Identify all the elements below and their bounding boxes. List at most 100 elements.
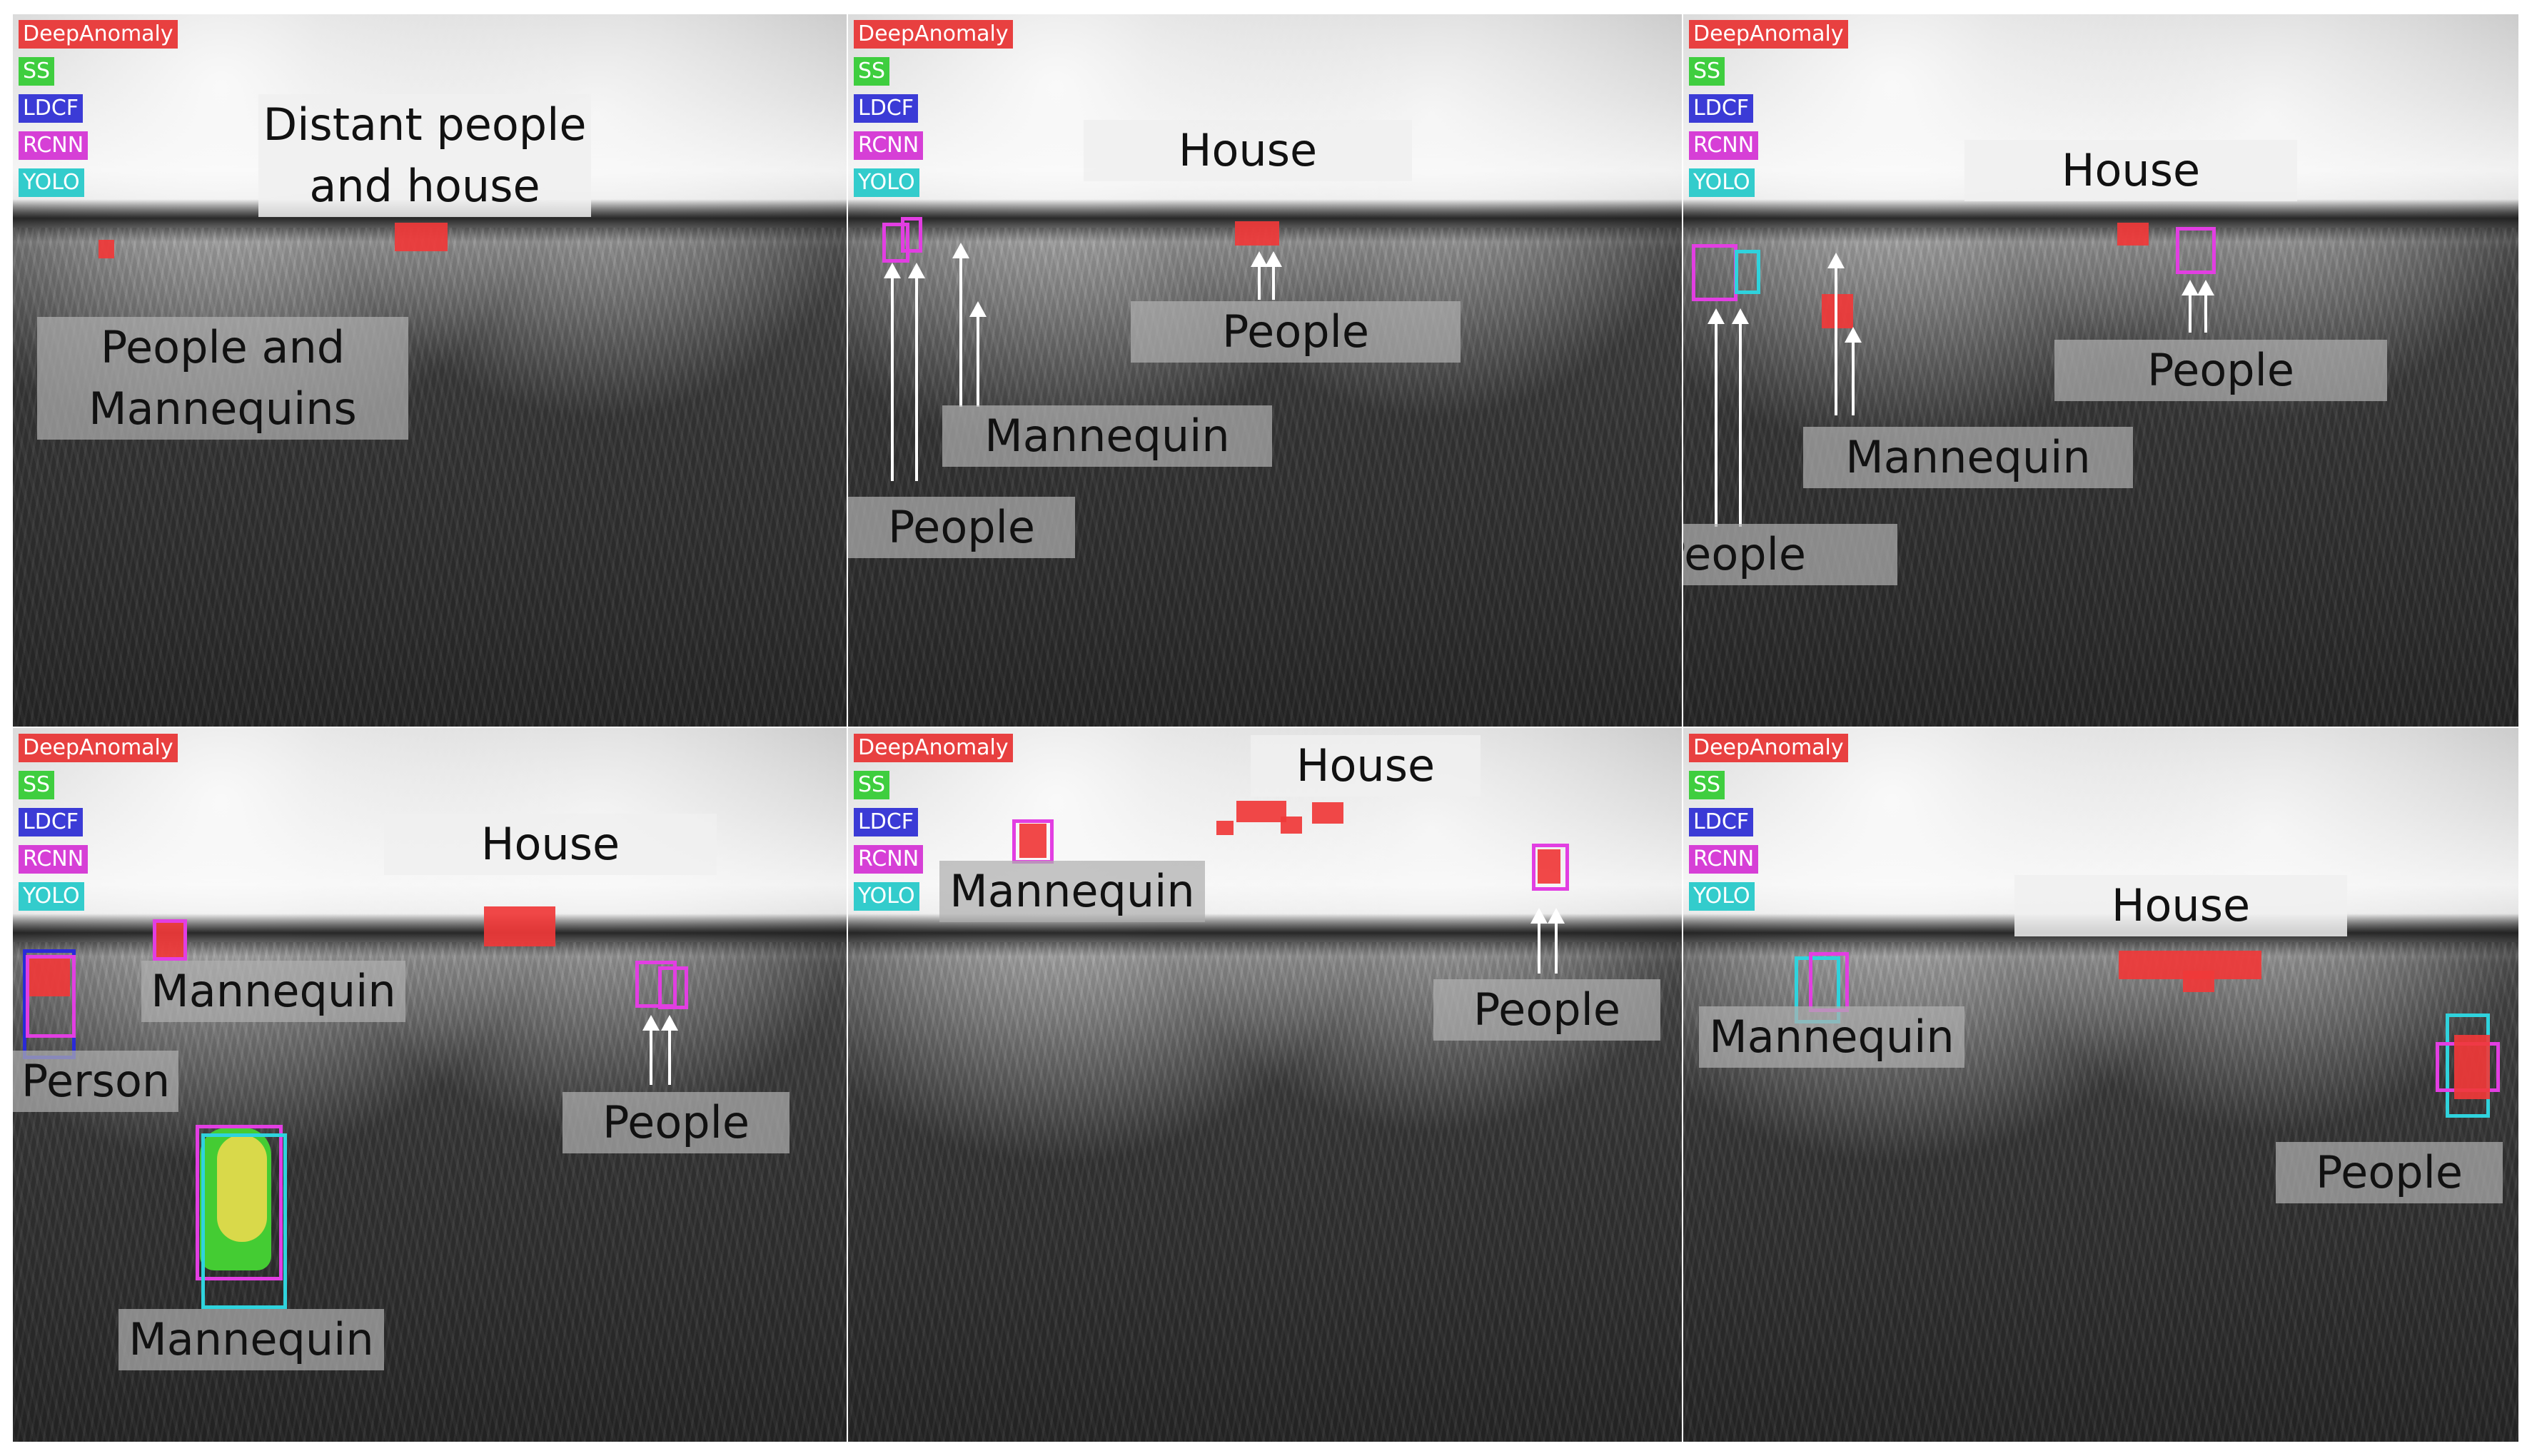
legend-rcnn: RCNN (854, 845, 924, 874)
detection-house (1236, 801, 1286, 822)
detection-house (1312, 802, 1343, 824)
legend-ldcf: LDCF (1689, 808, 1754, 836)
label-mannequin-top: Mannequin (141, 961, 405, 1022)
detection-house (395, 223, 448, 251)
detection-mannequin-segment (217, 1135, 267, 1242)
arrow (1530, 908, 1548, 974)
detection-people (882, 223, 909, 263)
label-people: People (2276, 1142, 2503, 1203)
figure-grid: DeepAnomaly SS LDCF RCNN YOLO Distant pe… (13, 14, 2518, 1442)
label-people: People (1683, 524, 1897, 585)
panel-2: DeepAnomaly SS LDCF RCNN YOLO House Peop… (848, 14, 1682, 727)
legend-yolo: YOLO (19, 168, 84, 197)
detection-mannequin (201, 1133, 287, 1309)
panel-5: DeepAnomaly SS LDCF RCNN YOLO House Mann… (848, 728, 1682, 1442)
legend-ss: SS (19, 57, 55, 86)
legend-yolo: YOLO (854, 168, 919, 197)
detection-people (1735, 250, 1760, 294)
arrow (884, 263, 901, 481)
label-house: House (2014, 875, 2347, 936)
label-mannequin: Mannequin (1803, 427, 2133, 488)
detection-mannequin (156, 922, 184, 959)
arrow (2197, 280, 2214, 333)
arrow (1845, 327, 1862, 415)
label-mannequin-bottom: Mannequin (118, 1309, 384, 1370)
legend-rcnn: RCNN (1689, 845, 1759, 874)
label-house: House (1084, 120, 1412, 181)
legend-deepanomaly: DeepAnomaly (19, 20, 178, 49)
legend-deepanomaly: DeepAnomaly (854, 20, 1013, 49)
detection-mannequin (1019, 824, 1046, 858)
detection-person (27, 956, 70, 996)
label-people: People (563, 1092, 790, 1153)
legend-ldcf: LDCF (19, 808, 84, 836)
panel-6: DeepAnomaly SS LDCF RCNN YOLO House Mann… (1683, 728, 2518, 1442)
legend: DeepAnomaly SS LDCF RCNN YOLO (1689, 734, 1848, 919)
label-people-house: People (1131, 301, 1461, 363)
label-people: People (848, 497, 1075, 558)
legend-ss: SS (854, 57, 890, 86)
panel-3: DeepAnomaly SS LDCF RCNN YOLO House Peop… (1683, 14, 2518, 727)
panel-4: DeepAnomaly SS LDCF RCNN YOLO House Mann… (13, 728, 847, 1442)
legend-ldcf: LDCF (1689, 94, 1754, 123)
arrow (1827, 253, 1845, 415)
detection-mannequin (153, 919, 187, 961)
label-mannequin: Mannequin (939, 861, 1205, 922)
detection-people (2454, 1035, 2490, 1099)
legend-ss: SS (1689, 57, 1725, 86)
arrow (642, 1015, 660, 1085)
legend-ldcf: LDCF (854, 808, 919, 836)
legend-deepanomaly: DeepAnomaly (854, 734, 1013, 762)
legend-deepanomaly: DeepAnomaly (19, 734, 178, 762)
arrow (1251, 251, 1268, 300)
legend-deepanomaly: DeepAnomaly (1689, 734, 1848, 762)
label-house: House (1251, 735, 1481, 797)
legend-ss: SS (1689, 771, 1725, 799)
detection-people (1538, 849, 1560, 884)
legend-ldcf: LDCF (854, 94, 919, 123)
legend-ss: SS (19, 771, 55, 799)
arrow (952, 243, 969, 407)
legend-deepanomaly: DeepAnomaly (1689, 20, 1848, 49)
detection-house (484, 906, 555, 946)
legend-yolo: YOLO (1689, 168, 1755, 197)
legend-yolo: YOLO (1689, 882, 1755, 911)
detection-house (1281, 817, 1302, 834)
label-mannequin: Mannequin (1699, 1006, 1964, 1068)
detection-mannequin (196, 1125, 283, 1280)
detection-house (1216, 821, 1234, 835)
arrow (1732, 308, 1749, 527)
detection-people (635, 961, 677, 1008)
detection-people-house (2176, 227, 2216, 274)
detection-mannequin (1822, 294, 1853, 328)
label-people-house: People (2054, 340, 2387, 401)
arrow (661, 1015, 678, 1085)
detection-people (1692, 244, 1737, 301)
arrow (2182, 280, 2199, 333)
legend-rcnn: RCNN (1689, 131, 1759, 160)
arrow (908, 263, 925, 481)
legend-rcnn: RCNN (854, 131, 924, 160)
legend-yolo: YOLO (19, 882, 84, 911)
legend-ss: SS (854, 771, 890, 799)
label-people: People (1433, 979, 1660, 1041)
legend: DeepAnomaly SS LDCF RCNN YOLO (19, 20, 178, 206)
legend-rcnn: RCNN (19, 845, 89, 874)
detection-people (901, 217, 922, 253)
detection-mannequin (1809, 952, 1849, 1012)
detection-house (2183, 971, 2214, 992)
arrow (1265, 251, 1282, 300)
label-mannequin: Mannequin (942, 405, 1272, 467)
legend: DeepAnomaly SS LDCF RCNN YOLO (854, 734, 1013, 919)
detection-person (99, 240, 114, 258)
legend: DeepAnomaly SS LDCF RCNN YOLO (19, 734, 178, 919)
label-people-and-mannequins: People and Mannequins (37, 317, 408, 440)
legend-ldcf: LDCF (19, 94, 84, 123)
arrow (1548, 908, 1565, 974)
legend-rcnn: RCNN (19, 131, 89, 160)
label-house: House (1964, 140, 2297, 201)
label-person: Person (13, 1051, 178, 1112)
panel-1: DeepAnomaly SS LDCF RCNN YOLO Distant pe… (13, 14, 847, 727)
legend: DeepAnomaly SS LDCF RCNN YOLO (1689, 20, 1848, 206)
label-distant-people-house: Distant people and house (258, 94, 591, 217)
